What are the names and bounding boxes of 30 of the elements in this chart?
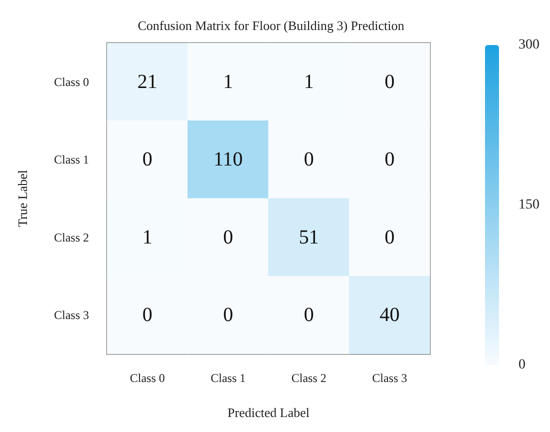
color-bar-label: 0 — [518, 358, 526, 372]
data-label: 1 — [223, 70, 234, 93]
data-label: 0 — [384, 70, 395, 93]
data-label: 51 — [298, 226, 319, 248]
y-tick-label: Class 0 — [54, 74, 89, 89]
x-tick-label: Class 2 — [291, 371, 326, 385]
data-label: 1 — [304, 70, 314, 93]
data-label: 0 — [304, 148, 314, 171]
data-label: 1 — [142, 226, 152, 248]
x-axis-title: Predicted Label — [228, 405, 310, 420]
data-label: 0 — [223, 304, 234, 326]
y-tick-label: Class 2 — [54, 230, 89, 244]
y-tick-label: Class 1 — [54, 152, 89, 167]
data-label: 0 — [142, 148, 152, 171]
data-label: 0 — [384, 226, 395, 248]
x-tick-label: Class 0 — [130, 371, 165, 385]
chart-title: Confusion Matrix for Floor (Building 3) Prediction — [138, 18, 405, 33]
data-label: 21 — [137, 70, 158, 93]
x-tick-label: Class 3 — [372, 371, 408, 385]
data-label: 0 — [142, 304, 152, 326]
data-label: 0 — [304, 304, 314, 326]
data-label: 110 — [213, 148, 243, 171]
data-label: 0 — [384, 148, 395, 171]
y-tick-label: Class 3 — [54, 308, 89, 322]
color-bar-label: 300 — [518, 38, 540, 52]
y-axis-title: True Label — [15, 170, 30, 227]
x-tick-label: Class 1 — [210, 371, 246, 385]
color-bar-label: 150 — [518, 198, 540, 212]
data-label: 0 — [223, 226, 234, 248]
data-label: 40 — [380, 304, 400, 326]
